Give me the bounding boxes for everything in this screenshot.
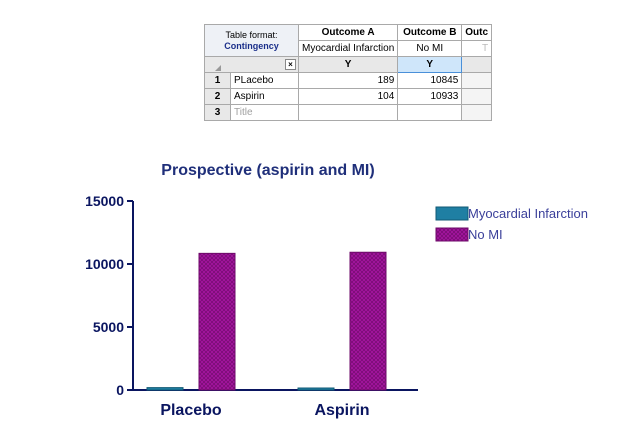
- row-number[interactable]: 1: [204, 72, 231, 89]
- column-header-outcome-c[interactable]: Outc: [461, 24, 493, 41]
- cell-outcome-b[interactable]: 10933: [397, 88, 463, 105]
- bar-myocardial-infarction-placebo[interactable]: [146, 387, 184, 391]
- data-table: Table format: Contingency Outcome A Outc…: [204, 24, 493, 121]
- close-icon[interactable]: ×: [285, 59, 296, 70]
- table-row: 1 PLacebo 189 10845: [204, 72, 493, 89]
- legend-label: No MI: [468, 227, 503, 242]
- subheader-outcome-a[interactable]: Myocardial Infarction: [297, 40, 399, 57]
- cell-outcome-a[interactable]: 189: [297, 72, 399, 89]
- row-title[interactable]: PLacebo: [230, 72, 299, 89]
- bar-no-mi-aspirin[interactable]: [349, 251, 387, 391]
- table-corner: ×: [204, 56, 299, 73]
- table-format-cell[interactable]: Table format: Contingency: [204, 24, 299, 57]
- legend-swatch: [435, 206, 469, 221]
- chart-title: Prospective (aspirin and MI): [161, 162, 374, 179]
- subheader-outcome-c[interactable]: T: [461, 40, 493, 57]
- select-all-icon[interactable]: [215, 65, 221, 71]
- y-tick-label: 0: [116, 382, 124, 398]
- column-header-outcome-b[interactable]: Outcome B: [397, 24, 463, 41]
- cell-outcome-b[interactable]: 10845: [397, 72, 463, 89]
- legend: Myocardial Infarction No MI: [435, 206, 588, 242]
- legend-swatch: [435, 227, 469, 242]
- cell-outcome-c[interactable]: [461, 104, 493, 121]
- y-column-title-a[interactable]: Y: [297, 56, 399, 73]
- table-format-value: Contingency: [224, 40, 279, 51]
- cell-outcome-c[interactable]: [461, 72, 493, 89]
- y-tick-label: 10000: [85, 256, 124, 272]
- x-tick-label: Placebo: [160, 402, 222, 419]
- bar-no-mi-placebo[interactable]: [198, 252, 236, 391]
- table-row: 2 Aspirin 104 10933: [204, 88, 493, 105]
- plot-area: 0 5000 10000 15000 Placebo Aspirin: [85, 193, 418, 419]
- bar-myocardial-infarction-aspirin[interactable]: [297, 387, 335, 391]
- row-title-placeholder[interactable]: Title: [230, 104, 299, 121]
- y-tick-label: 5000: [93, 319, 124, 335]
- cell-outcome-a[interactable]: [297, 104, 399, 121]
- y-tick-label: 15000: [85, 193, 124, 209]
- cell-outcome-c[interactable]: [461, 88, 493, 105]
- cell-outcome-b[interactable]: [397, 104, 463, 121]
- legend-label: Myocardial Infarction: [468, 206, 588, 221]
- row-number[interactable]: 2: [204, 88, 231, 105]
- subheader-outcome-b[interactable]: No MI: [397, 40, 463, 57]
- column-header-outcome-a[interactable]: Outcome A: [297, 24, 399, 41]
- bar-chart: Prospective (aspirin and MI) 0 5000 10000 1…: [85, 162, 588, 419]
- table-format-label: Table format:: [225, 29, 278, 40]
- y-column-title-b[interactable]: Y: [397, 56, 463, 73]
- row-number[interactable]: 3: [204, 104, 231, 121]
- cell-outcome-a[interactable]: 104: [297, 88, 399, 105]
- y-column-title-c[interactable]: [461, 56, 493, 73]
- x-tick-label: Aspirin: [314, 402, 369, 419]
- table-row: 3 Title: [204, 104, 493, 121]
- row-title[interactable]: Aspirin: [230, 88, 299, 105]
